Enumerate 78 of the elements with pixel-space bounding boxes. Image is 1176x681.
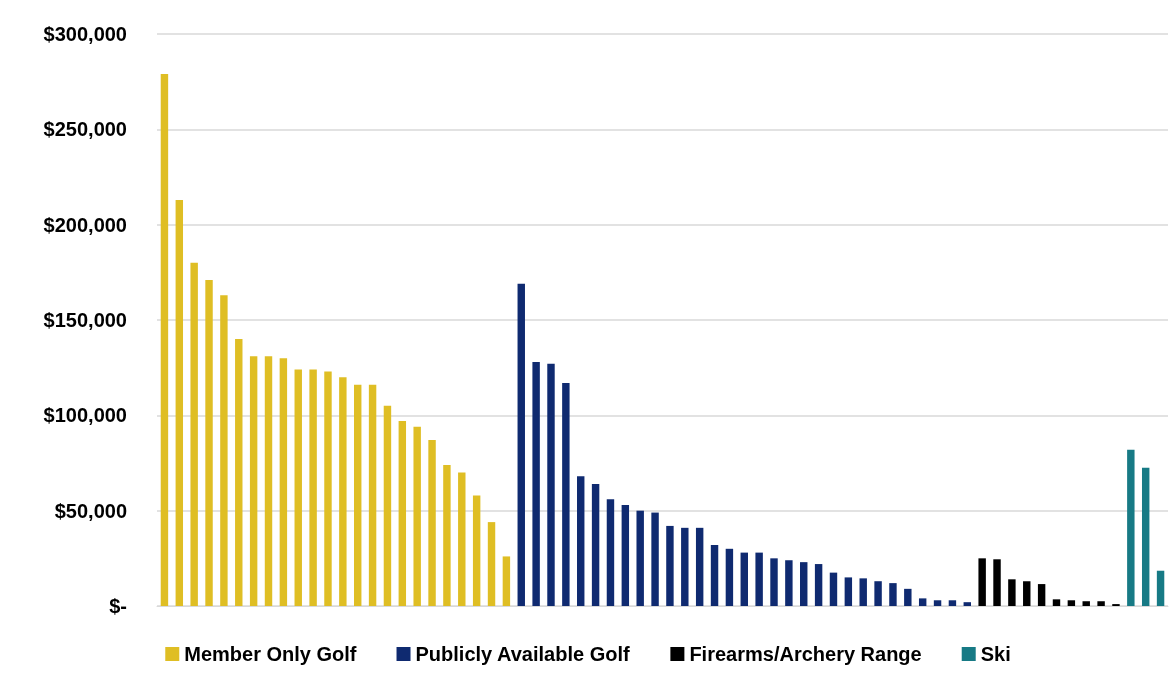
- bar: [1141, 467, 1150, 606]
- bar: [562, 382, 570, 606]
- legend-label: Ski: [980, 643, 1011, 665]
- bar: [547, 363, 555, 606]
- bar: [175, 199, 184, 606]
- y-tick-label: $100,000: [43, 404, 127, 427]
- bar: [472, 495, 481, 606]
- bar: [948, 600, 957, 606]
- bar: [264, 356, 273, 606]
- bar: [1023, 581, 1031, 606]
- bar: [651, 512, 659, 606]
- bar: [249, 356, 258, 606]
- bar: [800, 562, 808, 606]
- bar: [398, 421, 407, 606]
- bar: [443, 464, 451, 606]
- bar: [681, 527, 689, 606]
- bar: [725, 548, 734, 606]
- bar: [918, 598, 927, 606]
- bar: [755, 552, 763, 606]
- y-tick-label: $300,000: [43, 23, 127, 45]
- bar: [279, 358, 288, 606]
- bar: [309, 369, 317, 606]
- bar: [1097, 601, 1105, 606]
- bar: [859, 578, 867, 606]
- bar: [502, 556, 511, 606]
- bar: [636, 510, 644, 606]
- bar: [1127, 449, 1135, 606]
- bar: [205, 279, 213, 606]
- bar: [1156, 570, 1165, 606]
- bar: [963, 602, 971, 606]
- bar: [621, 504, 630, 606]
- bar: [368, 384, 377, 606]
- bar: [428, 440, 436, 606]
- bar: [190, 262, 198, 606]
- bar: [487, 522, 496, 606]
- bar: [740, 552, 748, 606]
- bar: [517, 283, 525, 606]
- legend-label: Member Only Golf: [184, 643, 357, 665]
- bar: [904, 588, 912, 606]
- y-tick-label: $150,000: [43, 309, 127, 331]
- bar: [814, 564, 823, 606]
- bar: [606, 499, 615, 606]
- bar: [874, 581, 882, 606]
- bar: [695, 527, 704, 606]
- bar: [1052, 599, 1061, 606]
- bar: [1037, 584, 1046, 606]
- bar: [666, 525, 674, 606]
- bar: [591, 483, 600, 606]
- bar: [577, 476, 585, 606]
- bar: [1008, 579, 1016, 606]
- legend-label: Publicly Available Golf: [415, 643, 630, 665]
- bar: [413, 426, 421, 606]
- bar: [324, 371, 332, 606]
- bar: [844, 577, 853, 606]
- bar: [785, 560, 793, 606]
- bar: [220, 295, 228, 606]
- y-tick-label: $50,000: [54, 499, 127, 522]
- bar: [339, 377, 347, 606]
- bar: [889, 583, 897, 606]
- y-tick-label: $200,000: [43, 213, 127, 236]
- legend-label: Firearms/Archery Range: [689, 643, 922, 665]
- bar: [458, 472, 466, 606]
- bar: [829, 572, 838, 606]
- bar: [993, 559, 1001, 606]
- bar: [160, 74, 169, 606]
- bar: [978, 558, 986, 606]
- bar: [1082, 601, 1090, 606]
- y-tick-label: $-: [109, 595, 127, 617]
- bar: [1067, 600, 1076, 606]
- bar: [532, 361, 540, 606]
- bar: [933, 600, 942, 606]
- bar: [294, 369, 302, 606]
- bar: [354, 384, 362, 606]
- bar: [383, 405, 392, 606]
- bar: [770, 558, 778, 606]
- bar: [235, 339, 243, 606]
- y-tick-label: $250,000: [43, 118, 127, 141]
- bar: [710, 544, 719, 606]
